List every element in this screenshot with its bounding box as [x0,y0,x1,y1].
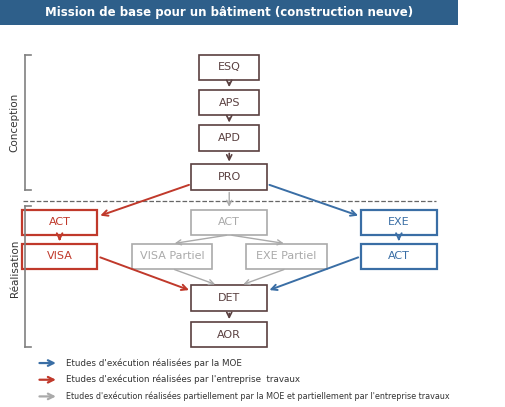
Text: APD: APD [217,133,240,143]
Text: ACT: ACT [387,252,409,261]
FancyBboxPatch shape [0,0,458,25]
Text: ESQ: ESQ [217,62,240,72]
FancyBboxPatch shape [246,244,326,269]
Text: ACT: ACT [218,217,240,227]
Text: Etudes d'exécution réalisées partiellement par la MOE et partiellement par l'ent: Etudes d'exécution réalisées partielleme… [66,392,448,401]
FancyBboxPatch shape [191,322,267,347]
FancyBboxPatch shape [191,210,267,235]
Text: VISA Partiel: VISA Partiel [139,252,204,261]
Text: EXE Partiel: EXE Partiel [256,252,316,261]
Text: Etudes d'exécution réalisées par l'entreprise  travaux: Etudes d'exécution réalisées par l'entre… [66,375,299,385]
FancyBboxPatch shape [22,210,97,235]
Text: PRO: PRO [217,172,240,182]
Text: VISA: VISA [46,252,72,261]
Text: APS: APS [218,98,239,107]
Text: AOR: AOR [217,330,241,339]
FancyBboxPatch shape [191,285,267,311]
Text: Mission de base pour un bâtiment (construction neuve): Mission de base pour un bâtiment (constr… [45,6,413,19]
FancyBboxPatch shape [199,125,259,151]
Text: Conception: Conception [10,92,20,152]
Text: EXE: EXE [387,217,409,227]
Text: ACT: ACT [48,217,70,227]
FancyBboxPatch shape [22,244,97,269]
Text: Etudes d'exécution réalisées par la MOE: Etudes d'exécution réalisées par la MOE [66,358,241,368]
Text: DET: DET [218,293,240,303]
FancyBboxPatch shape [191,164,267,190]
FancyBboxPatch shape [360,210,436,235]
FancyBboxPatch shape [360,244,436,269]
FancyBboxPatch shape [131,244,212,269]
FancyBboxPatch shape [199,90,259,115]
Text: Réalisation: Réalisation [10,240,20,297]
FancyBboxPatch shape [199,55,259,80]
